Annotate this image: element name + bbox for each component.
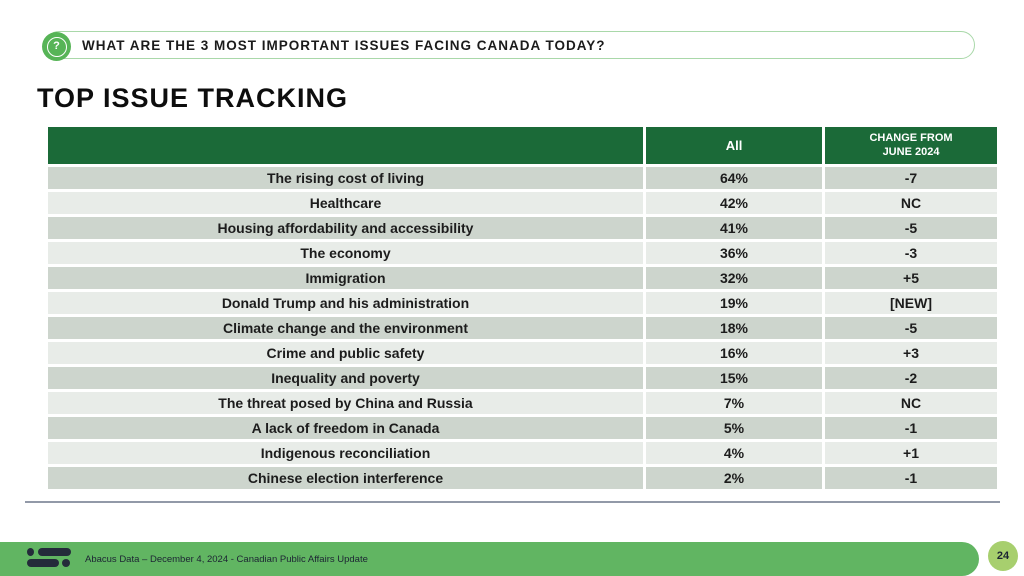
issue-cell: Donald Trump and his administration [48,292,643,314]
all-cell: 19% [646,292,822,314]
abacus-data-logo-icon [27,548,71,568]
issue-cell: The economy [48,242,643,264]
issue-cell: Indigenous reconciliation [48,442,643,464]
change-cell: -3 [825,242,997,264]
issue-cell: Crime and public safety [48,342,643,364]
all-cell: 32% [646,267,822,289]
issue-cell: Chinese election interference [48,467,643,489]
change-cell: -1 [825,417,997,439]
change-cell: +5 [825,267,997,289]
issue-cell: Healthcare [48,192,643,214]
change-cell: +1 [825,442,997,464]
change-cell: -5 [825,317,997,339]
issue-cell: Climate change and the environment [48,317,643,339]
change-cell: NC [825,192,997,214]
change-cell: -7 [825,167,997,189]
all-cell: 18% [646,317,822,339]
question-mark-icon: ? [42,32,71,61]
footer-divider-line [25,501,1000,503]
all-cell: 4% [646,442,822,464]
question-mark-glyph: ? [46,36,67,57]
change-cell: [NEW] [825,292,997,314]
table-header-change: CHANGE FROM JUNE 2024 [825,127,997,164]
all-cell: 5% [646,417,822,439]
all-cell: 7% [646,392,822,414]
footer-bar: Abacus Data – December 4, 2024 - Canadia… [0,542,979,576]
question-banner-text: WHAT ARE THE 3 MOST IMPORTANT ISSUES FAC… [82,37,606,53]
table-header-all: All [646,127,822,164]
all-cell: 16% [646,342,822,364]
issue-tracking-table: All CHANGE FROM JUNE 2024 The rising cos… [48,127,997,489]
table-header-change-line2: JUNE 2024 [882,145,940,158]
change-cell: -1 [825,467,997,489]
logo-bar-bottom-left [27,559,59,567]
all-cell: 64% [646,167,822,189]
footer-source-text: Abacus Data – December 4, 2024 - Canadia… [85,553,368,565]
issue-cell: The rising cost of living [48,167,643,189]
page-title: TOP ISSUE TRACKING [37,83,349,113]
issue-cell: A lack of freedom in Canada [48,417,643,439]
change-cell: -5 [825,217,997,239]
issue-cell: Immigration [48,267,643,289]
page-number-badge: 24 [988,541,1018,571]
change-cell: +3 [825,342,997,364]
logo-dot-top-left [27,548,34,556]
logo-dot-bottom-right [62,559,70,567]
all-cell: 36% [646,242,822,264]
all-cell: 2% [646,467,822,489]
logo-bar-top-right [38,548,71,556]
change-cell: NC [825,392,997,414]
change-cell: -2 [825,367,997,389]
table-header-issue [48,127,643,164]
all-cell: 15% [646,367,822,389]
all-cell: 41% [646,217,822,239]
all-cell: 42% [646,192,822,214]
issue-cell: Housing affordability and accessibility [48,217,643,239]
issue-cell: Inequality and poverty [48,367,643,389]
table-header-change-line1: CHANGE FROM [869,131,953,144]
question-banner [45,31,975,59]
issue-cell: The threat posed by China and Russia [48,392,643,414]
